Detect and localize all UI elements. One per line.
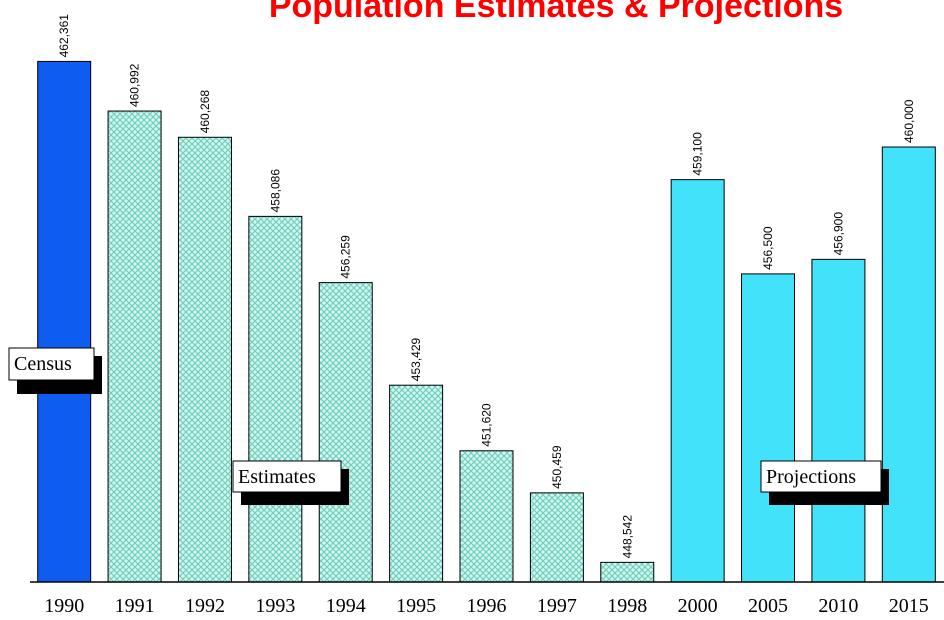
x-tick-label: 2000 <box>678 595 718 617</box>
value-label: 460,000 <box>902 99 916 143</box>
value-label: 459,100 <box>691 132 705 176</box>
x-tick-label: 1995 <box>396 595 436 617</box>
bar <box>177 136 232 583</box>
value-label: 456,900 <box>831 212 845 256</box>
bar <box>529 492 584 583</box>
x-tick-label: 1992 <box>185 595 225 617</box>
value-label: 462,361 <box>57 14 71 58</box>
bar <box>741 273 796 583</box>
x-tick-label: 1997 <box>537 595 577 617</box>
x-tick-label: 1991 <box>115 595 155 617</box>
series-label: Projections <box>760 460 889 505</box>
value-label: 460,268 <box>198 90 212 134</box>
bar <box>107 110 162 583</box>
x-tick-label: 2005 <box>748 595 788 617</box>
bars: 462,361 460,992 460,268 458,086 456,259 453,4… <box>37 14 936 583</box>
x-tick-label: 2015 <box>889 595 929 617</box>
x-tick-label: 1998 <box>607 595 647 617</box>
value-label: 456,500 <box>761 226 775 270</box>
series-name: Census <box>14 353 72 375</box>
series-label: Estimates <box>232 460 349 505</box>
value-label: 450,459 <box>550 445 564 489</box>
value-label: 448,542 <box>620 515 634 559</box>
x-tick-label: 1994 <box>326 595 366 617</box>
bar <box>318 282 373 583</box>
x-tick-label: 2010 <box>818 595 858 617</box>
bar <box>600 561 655 583</box>
chart-title: Population Estimates & Projections <box>269 0 843 25</box>
series-name: Estimates <box>238 466 316 488</box>
bar <box>881 146 936 583</box>
value-label: 451,620 <box>480 403 494 447</box>
x-tick-label: 1990 <box>44 595 84 617</box>
bar <box>389 384 444 583</box>
value-label: 453,429 <box>409 337 423 381</box>
bar <box>37 60 92 583</box>
x-tick-label: 1993 <box>255 595 295 617</box>
value-label: 458,086 <box>268 169 282 213</box>
bar <box>811 258 866 583</box>
bar <box>248 215 303 583</box>
value-label: 456,259 <box>339 235 353 279</box>
bar <box>459 450 514 583</box>
bar <box>670 179 725 583</box>
x-tick-label: 1996 <box>467 595 507 617</box>
value-label: 460,992 <box>128 63 142 107</box>
series-name: Projections <box>766 466 856 488</box>
series-label: Census <box>8 347 102 394</box>
